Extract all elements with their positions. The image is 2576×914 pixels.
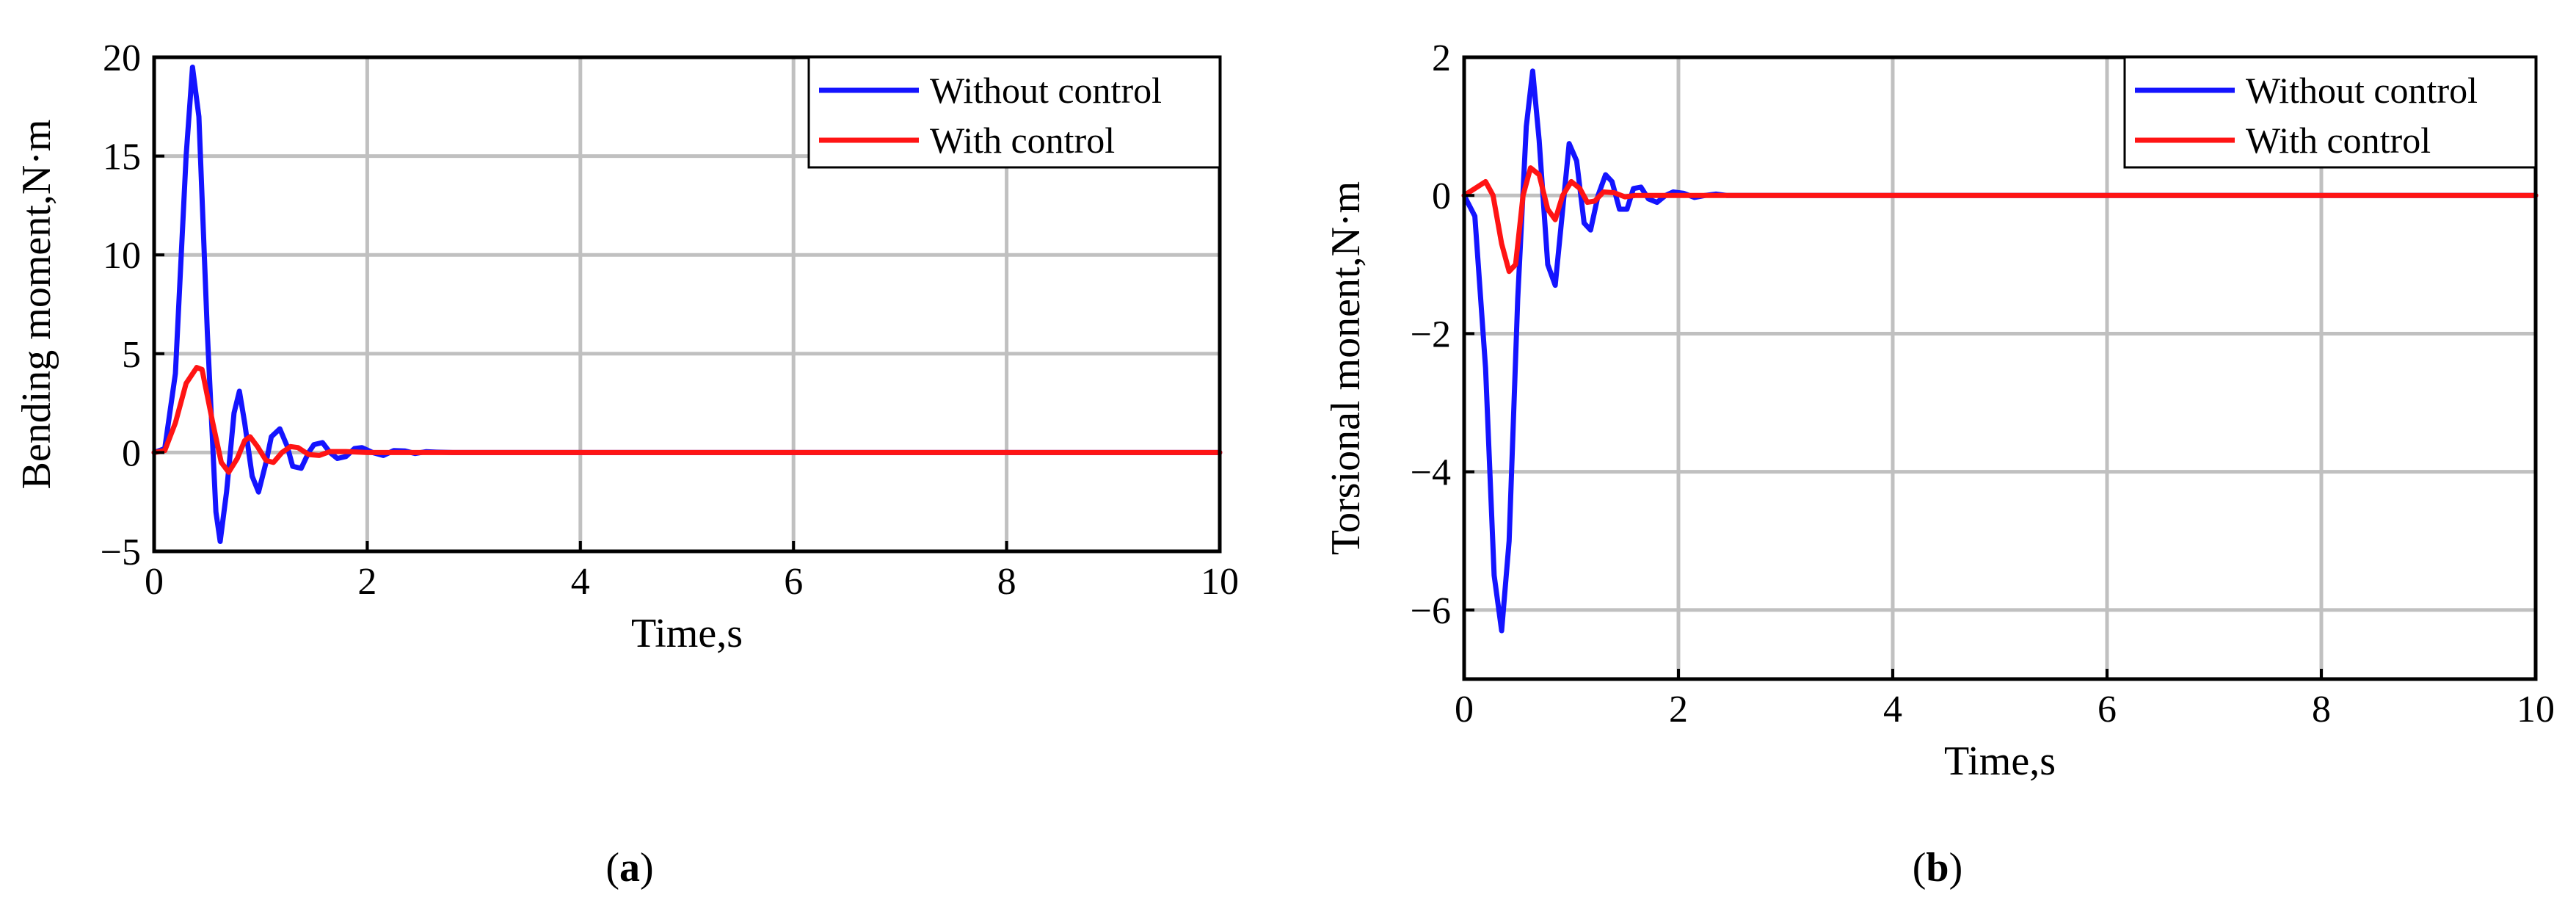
tick-marks [153,56,1221,553]
y-tick-label: −5 [101,532,141,573]
plot-lines [151,65,1223,544]
y-tick-label: 15 [103,137,141,178]
x-tick-label: 2 [357,561,376,603]
legend-label-with-control: With control [930,120,1115,161]
plot-frame [1462,55,2538,681]
plot-frame [152,55,1222,554]
y-tick-label: −4 [1411,452,1451,494]
legend-label-without-control: Without control [930,70,1162,111]
tick-labels: 0 2 4 6 8 10 −6 −4 −2 0 2 [1411,37,2555,730]
y-axis-label: Bending moment,N·m [14,120,59,490]
x-tick-label: 10 [1201,561,1239,603]
y-tick-label: 0 [122,432,141,474]
chart-panel-b: 0 2 4 6 8 10 −6 −4 −2 0 2 Time,s Torsional monent,… [1323,37,2555,784]
panel-label-b: (b) [1913,845,1962,891]
x-tick-label: 8 [2312,689,2331,730]
plot-lines [1461,68,2539,634]
series-line-with-control [151,365,1223,475]
x-axis-label: Time,s [631,611,743,656]
tick-marks [1463,56,2537,679]
x-tick-label: 0 [145,561,164,603]
y-axis-label: Torsional monent,N·m [1323,181,1369,555]
legend: Without control With control [807,56,1221,169]
y-tick-label: 0 [1432,175,1451,217]
y-tick-label: 10 [103,235,141,277]
legend-label-without-control: Without control [2246,70,2478,111]
legend-box [807,56,1221,169]
legend-box [2123,56,2537,169]
x-tick-label: 8 [997,561,1016,603]
x-tick-label: 6 [2097,689,2117,730]
x-tick-label: 10 [2517,689,2555,730]
y-tick-label: 20 [103,37,141,79]
x-tick-label: 4 [571,561,590,603]
series-line-with-control [1461,165,2539,275]
y-tick-label: 5 [122,334,141,376]
x-tick-label: 4 [1883,689,1902,730]
x-tick-label: 0 [1455,689,1474,730]
x-tick-label: 2 [1669,689,1688,730]
legend-label-with-control: With control [2246,120,2431,161]
y-tick-label: −6 [1411,590,1451,632]
y-tick-label: 2 [1432,37,1451,79]
x-tick-label: 6 [784,561,803,603]
panel-label-a: (a) [605,845,653,891]
legend: Without control With control [2123,56,2537,169]
x-axis-label: Time,s [1944,739,2056,784]
y-tick-label: −2 [1411,313,1451,355]
